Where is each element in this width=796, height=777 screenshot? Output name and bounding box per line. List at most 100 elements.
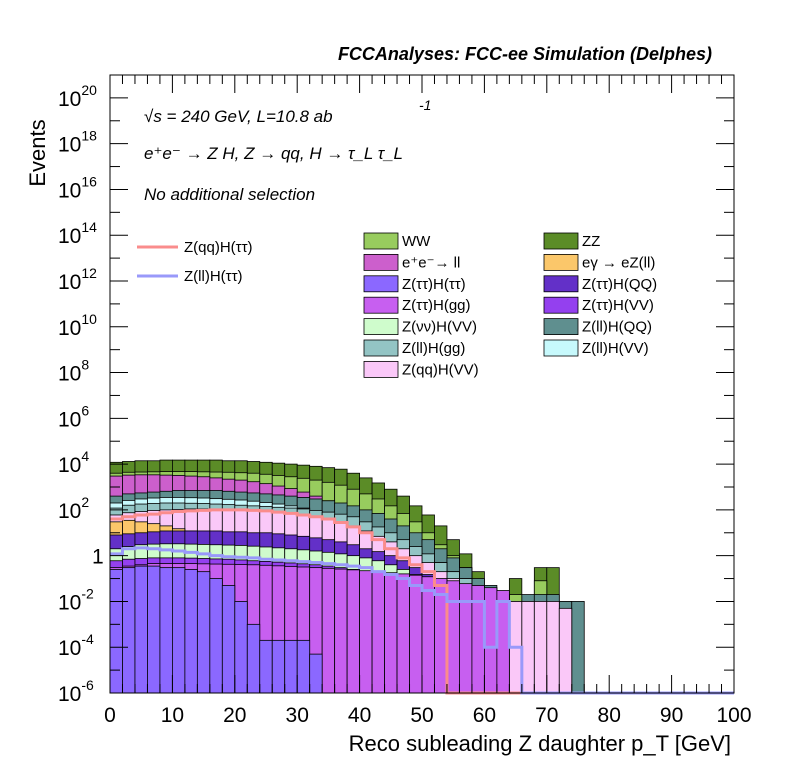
y-tick-label: 10-6 [58,677,94,706]
annotations: √s = 240 GeV, L=10.8 ab -1 e⁺e⁻ → Z H, Z… [144,97,431,204]
stack-bar [396,573,410,694]
y-tick-label: 1016 [58,173,97,202]
y-tick-exponent: 18 [81,128,97,144]
stack-bar [521,601,535,694]
stack-bar [309,653,323,694]
legend-line-label: Z(qq)H(ττ) [184,239,253,256]
y-tick-exponent: -4 [81,631,94,647]
stack-layer [109,459,585,694]
legend-box-label: eγ → eZ(ll) [582,254,655,271]
legend-box-label: e⁺e⁻→ ll [402,254,460,271]
y-tick-label: 1012 [58,265,97,294]
y-tick-exponent: -2 [81,585,94,601]
stack-bar [221,585,236,694]
y-tick-label: 104 [58,448,89,477]
legend-box-label: Z(ll)H(QQ) [582,319,652,336]
legend-box-swatch [543,318,579,336]
y-tick-exponent: 10 [81,311,97,327]
stack-bar [296,639,311,694]
legend-box-label: Z(qq)H(VV) [402,361,479,378]
stack-bar [196,571,211,694]
y-tick-label: 1014 [58,219,97,248]
legend-box-swatch [363,253,399,271]
legend-box-swatch [363,232,399,250]
legend-box-label: Z(ττ)H(QQ) [582,276,657,293]
stack-bar [246,623,261,694]
legend-box-label: WW [402,233,431,250]
y-tick-label: 10-4 [58,631,94,660]
stack-bar [371,571,385,694]
x-axis-title: Reco subleading Z daughter p_T [GeV] [349,731,731,756]
energy-annotation: √s = 240 GeV, L=10.8 ab [144,107,333,126]
x-tick-label: 80 [598,704,621,727]
x-tick-label: 10 [161,704,184,727]
legend-box-swatch [543,296,579,314]
legend-line-label: Z(ll)H(ττ) [184,268,243,285]
stack-bar [483,587,498,694]
legend-box-swatch [363,360,399,378]
stack-bar [533,601,548,694]
stack-bar [234,601,248,694]
legend-box-swatch [543,339,579,357]
stack-bar [546,601,560,694]
legend-box-swatch [543,232,579,250]
legend-box-swatch [363,296,399,314]
legend: Z(qq)H(ττ) Z(ll)H(ττ) WW e⁺e⁻→ ll Z(ττ)H(ττ)… [137,232,657,378]
x-tick-label: 0 [104,704,116,727]
selection-annotation: No additional selection [144,185,315,204]
stack-bar [334,568,348,694]
x-tick-label: 90 [660,704,683,727]
y-tick-label: 106 [58,402,89,431]
y-tick-exponent: 20 [81,82,97,98]
stack-bar [109,569,123,694]
stack-series-12 [109,565,323,694]
y-tick-label: 1 [92,546,104,569]
x-tick-label: 70 [535,704,558,727]
stack-bar [284,639,298,694]
y-tick-label: 1018 [58,128,97,157]
stack-bar [134,565,148,694]
stack-bar [409,574,423,694]
legend-box-label: Z(νν)H(VV) [402,319,477,336]
legend-box-label: Z(ττ)H(VV) [582,297,654,314]
stack-bar [147,565,161,694]
x-tick-label: 50 [410,704,433,727]
stack-bar [421,576,435,694]
x-tick-label: 20 [223,704,246,727]
y-tick-exponent: 6 [81,402,89,418]
stack-bar [384,572,398,694]
stack-bar [346,569,360,694]
legend-box-swatch [363,318,399,336]
stack-bar [271,639,286,694]
x-tick-label: 40 [348,704,371,727]
y-tick-label: 10-2 [58,585,94,614]
y-tick-label: 102 [58,494,89,523]
y-axis-title: Events [25,119,50,186]
y-tick-exponent: 14 [81,219,97,235]
legend-box-label: Z(ll)H(VV) [582,340,649,357]
legend-box-swatch [363,275,399,293]
y-tick-exponent: 2 [81,494,89,510]
chart-header: FCCAnalyses: FCC-ee Simulation (Delphes) [338,44,712,64]
y-tick-exponent: 16 [81,173,97,189]
legend-box-swatch [543,275,579,293]
y-tick-label: 1010 [58,311,97,340]
legend-box-label: Z(ll)H(gg) [402,340,465,357]
y-tick-exponent: 4 [81,448,89,464]
stack-bar [359,570,373,694]
stack-bar [209,578,223,694]
stack-bar [259,639,273,694]
y-tick-exponent: 8 [81,357,89,373]
stack-bar [496,590,510,694]
legend-box-swatch [543,253,579,271]
stack-bar [558,607,573,694]
legend-box-swatch [363,339,399,357]
stack-bar [321,567,336,694]
stack-bar [184,569,198,694]
y-tick-exponent: 12 [81,265,97,281]
stack-bar [571,601,585,694]
stack-bar [446,580,460,694]
stack-bar [159,567,173,694]
